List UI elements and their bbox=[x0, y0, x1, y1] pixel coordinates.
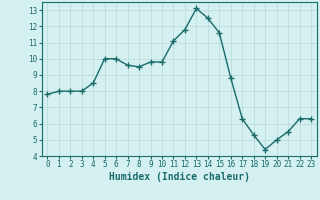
X-axis label: Humidex (Indice chaleur): Humidex (Indice chaleur) bbox=[109, 172, 250, 182]
